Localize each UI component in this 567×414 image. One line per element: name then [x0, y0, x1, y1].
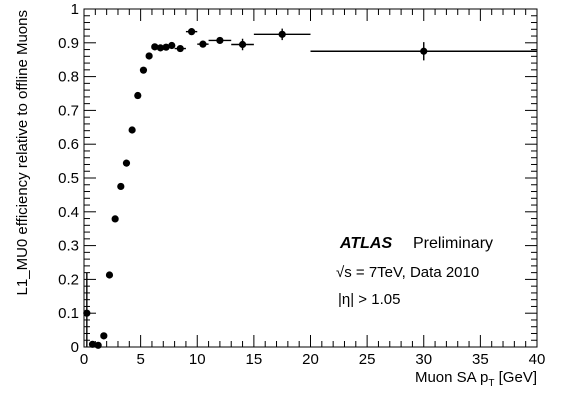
y-tick-label: 0.9 [58, 35, 79, 52]
preliminary-label: Preliminary [413, 235, 493, 252]
tick-labels: 0 5 10 15 20 25 30 35 40 0 0.1 0.2 0.3 0.4 0.5 0.6 0.7 0.… [58, 1, 545, 368]
atlas-label: ATLAS [339, 235, 392, 252]
data-marker [145, 52, 153, 60]
x-tick-label: 25 [359, 351, 376, 368]
data-marker [420, 47, 428, 55]
data-marker [83, 309, 91, 317]
data-point [139, 66, 148, 74]
data-marker [238, 40, 247, 49]
data-point [117, 182, 125, 191]
data-marker [278, 30, 286, 38]
y-tick-label: 0.5 [58, 170, 79, 187]
data-point [94, 341, 102, 349]
data-point [151, 43, 159, 51]
data-marker [176, 44, 184, 53]
data-marker [88, 340, 97, 348]
data-marker [199, 40, 207, 48]
data-point [105, 271, 114, 279]
data-point [122, 159, 131, 167]
y-tick-label: 1 [71, 1, 79, 18]
data-marker [111, 215, 119, 223]
data-marker [105, 271, 114, 279]
data-marker [122, 159, 131, 167]
y-tick-label: 0.4 [58, 204, 79, 221]
x-tick-label: 30 [415, 351, 432, 368]
x-tick-label: 15 [246, 351, 263, 368]
data-marker [94, 341, 102, 349]
data-marker [139, 66, 148, 74]
data-point [145, 52, 153, 60]
data-marker [156, 44, 165, 52]
data-point [162, 43, 170, 51]
x-tick-label: 20 [302, 351, 319, 368]
x-axis-label: Muon SA pT [GeV] [415, 369, 537, 389]
y-tick-label: 0 [71, 339, 79, 356]
y-tick-label: 0.8 [58, 69, 79, 86]
data-point [134, 91, 142, 100]
eta-cut-label: |η| > 1.05 [338, 291, 400, 308]
x-tick-label: 35 [472, 351, 489, 368]
data-point [174, 44, 186, 53]
data-point [88, 340, 97, 348]
data-point [231, 38, 254, 51]
y-axis-label: L1_MU0 efficiency relative to offline Mu… [14, 10, 31, 295]
y-tick-label: 0.3 [58, 238, 79, 255]
data-point [100, 332, 108, 340]
data-point [111, 215, 119, 223]
data-point [156, 44, 165, 52]
axis-ticks [83, 8, 538, 348]
data-marker [187, 28, 196, 36]
data-points [83, 28, 537, 349]
data-marker [128, 126, 136, 134]
data-point [197, 40, 209, 48]
data-point [128, 126, 136, 134]
y-tick-label: 0.2 [58, 271, 79, 288]
data-marker [151, 43, 159, 51]
data-marker [134, 91, 142, 100]
data-point [185, 28, 198, 36]
data-marker [216, 36, 224, 45]
data-marker [168, 41, 176, 50]
data-marker [162, 43, 170, 51]
energy-label: √s = 7TeV, Data 2010 [336, 264, 479, 281]
y-tick-label: 0.1 [58, 305, 79, 322]
data-point [310, 42, 537, 61]
data-point [83, 272, 91, 347]
plot-area-border [83, 8, 538, 348]
plot-frame [83, 8, 538, 348]
x-tick-label: 5 [136, 351, 144, 368]
data-point [168, 41, 176, 50]
y-tick-label: 0.6 [58, 136, 79, 153]
data-point [253, 28, 311, 41]
y-tick-label: 0.7 [58, 102, 79, 119]
data-marker [100, 332, 108, 340]
x-tick-label: 40 [529, 351, 546, 368]
x-tick-label: 10 [189, 351, 206, 368]
data-marker [117, 182, 125, 191]
data-point [208, 36, 232, 45]
x-tick-label: 0 [80, 351, 88, 368]
